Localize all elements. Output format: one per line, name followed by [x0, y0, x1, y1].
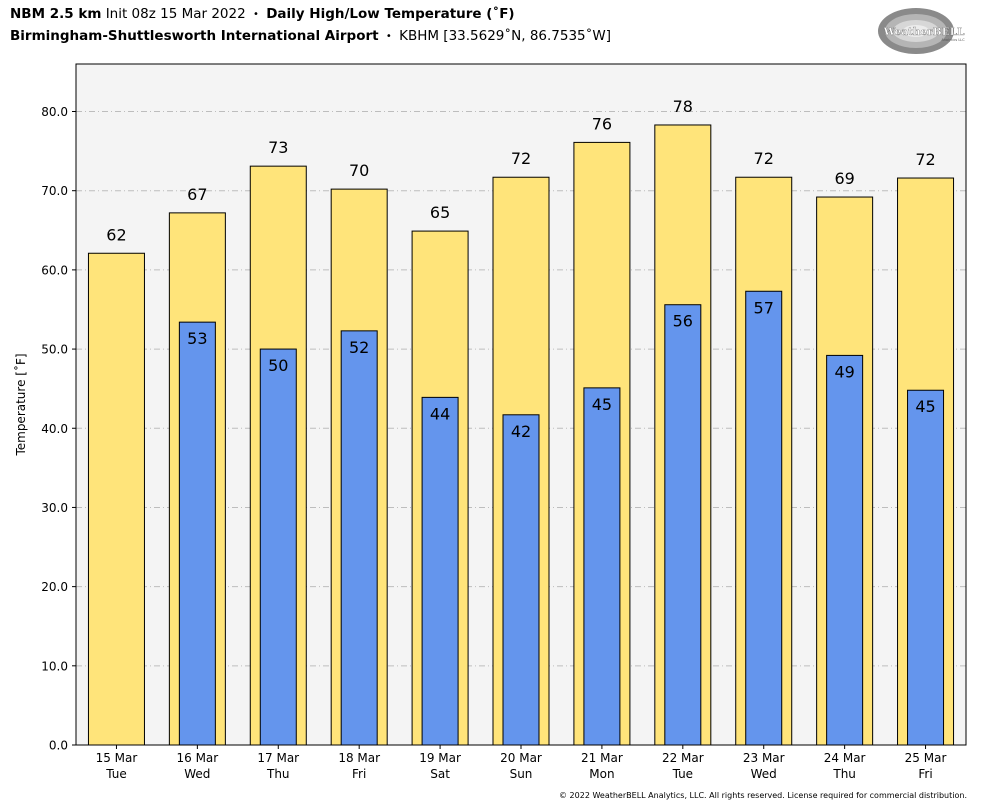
swirl-logo-icon	[878, 8, 954, 54]
x-tick-label-weekday: Sun	[510, 767, 533, 781]
y-tick-label: 60.0	[41, 263, 68, 277]
low-value-label: 57	[754, 298, 774, 317]
x-tick-label-date: 20 Mar	[500, 751, 542, 765]
y-tick-label: 80.0	[41, 105, 68, 119]
high-value-label: 70	[349, 161, 369, 180]
y-tick-label: 40.0	[41, 422, 68, 436]
low-value-label: 56	[673, 312, 693, 331]
low-value-label: 50	[268, 356, 288, 375]
separator: •	[385, 31, 392, 42]
high-value-label: 76	[592, 114, 612, 133]
low-value-label: 42	[511, 422, 531, 441]
product-title: Daily High/Low Temperature (˚F)	[266, 6, 515, 22]
high-bar	[87, 252, 145, 746]
y-tick-label: 20.0	[41, 580, 68, 594]
station-info: KBHM [33.5629˚N, 86.7535˚W]	[399, 28, 612, 44]
x-tick-label-weekday: Tue	[105, 767, 127, 781]
model-name: NBM 2.5 km	[10, 6, 102, 22]
low-value-label: 53	[187, 329, 207, 348]
location-name: Birmingham-Shuttlesworth International A…	[10, 28, 379, 44]
x-tick-label-weekday: Wed	[184, 767, 210, 781]
low-value-label: 45	[592, 395, 612, 414]
x-tick-label-weekday: Fri	[352, 767, 366, 781]
low-value-label: 49	[834, 362, 854, 381]
y-tick-label: 50.0	[41, 343, 68, 357]
high-value-label: 62	[106, 225, 126, 244]
x-tick-label-weekday: Thu	[266, 767, 290, 781]
x-tick-label-date: 21 Mar	[581, 751, 623, 765]
high-value-label: 72	[915, 150, 935, 169]
low-bar	[421, 396, 459, 746]
init-time: Init 08z 15 Mar 2022	[105, 6, 246, 22]
x-tick-label-weekday: Thu	[832, 767, 856, 781]
x-tick-label-date: 15 Mar	[96, 751, 138, 765]
y-tick-label: 0.0	[49, 739, 68, 753]
x-tick-label-date: 22 Mar	[662, 751, 704, 765]
high-value-label: 69	[834, 169, 854, 188]
chart-header-line2: Birmingham-Shuttlesworth International A…	[10, 28, 611, 44]
low-bar	[178, 321, 216, 746]
x-tick-label-weekday: Wed	[751, 767, 777, 781]
low-bar	[502, 414, 540, 746]
low-bar	[826, 354, 864, 746]
logo-subtext: Analytics LLC	[941, 38, 965, 42]
chart-header-line1: NBM 2.5 km Init 08z 15 Mar 2022 • Daily …	[10, 6, 515, 22]
x-tick-label-date: 16 Mar	[176, 751, 218, 765]
low-value-label: 52	[349, 338, 369, 357]
y-tick-label: 30.0	[41, 501, 68, 515]
plot-frame	[75, 63, 967, 746]
x-tick-label-date: 24 Mar	[824, 751, 866, 765]
low-bar	[664, 304, 702, 746]
low-bar	[259, 348, 297, 746]
high-value-label: 78	[673, 97, 693, 116]
separator: •	[253, 9, 259, 20]
x-tick-label-date: 19 Mar	[419, 751, 461, 765]
logo-text: WeatherBELL	[883, 26, 965, 38]
low-value-label: 44	[430, 404, 450, 423]
low-bar	[745, 290, 783, 746]
x-tick-label-weekday: Fri	[918, 767, 932, 781]
y-axis-label: Temperature [˚F]	[13, 353, 28, 456]
y-tick-label: 10.0	[41, 659, 68, 673]
y-tick-label: 70.0	[41, 184, 68, 198]
x-tick-label-date: 25 Mar	[905, 751, 947, 765]
x-tick-label-weekday: Mon	[589, 767, 614, 781]
low-value-label: 45	[915, 397, 935, 416]
low-bar	[907, 389, 945, 746]
high-value-label: 73	[268, 138, 288, 157]
low-bar	[340, 330, 378, 746]
high-value-label: 72	[754, 149, 774, 168]
high-value-label: 65	[430, 203, 450, 222]
low-bar	[583, 387, 621, 746]
x-tick-label-weekday: Tue	[672, 767, 694, 781]
x-tick-label-weekday: Sat	[430, 767, 450, 781]
x-tick-label-date: 23 Mar	[743, 751, 785, 765]
x-tick-label-date: 17 Mar	[257, 751, 299, 765]
x-tick-label-date: 18 Mar	[338, 751, 380, 765]
weatherbell-logo: WeatherBELL Analytics LLC	[878, 8, 965, 54]
high-value-label: 67	[187, 185, 207, 204]
high-value-label: 72	[511, 149, 531, 168]
copyright-notice: © 2022 WeatherBELL Analytics, LLC. All r…	[559, 791, 967, 800]
